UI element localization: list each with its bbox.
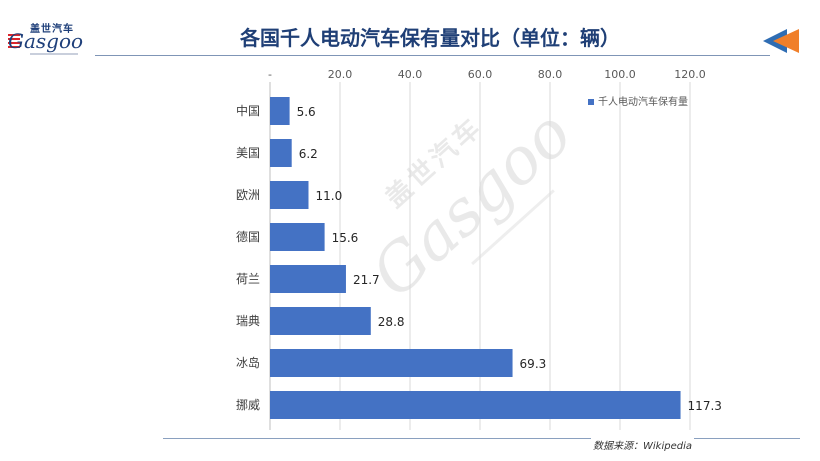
bar-value-label: 28.8 (378, 315, 405, 329)
x-tick-label: 40.0 (398, 68, 423, 81)
logo-tagline (30, 53, 78, 55)
x-tick-label: - (268, 68, 272, 81)
bar (270, 307, 371, 335)
y-category-label: 冰岛 (236, 355, 260, 370)
y-category-label: 中国 (236, 103, 260, 118)
title-divider (95, 55, 770, 56)
bar (270, 265, 346, 293)
slide-title: 各国千人电动汽车保有量对比（单位：辆） (240, 26, 620, 50)
bar (270, 181, 309, 209)
footer-divider (163, 438, 800, 439)
x-tick-label: 20.0 (328, 68, 353, 81)
bar-value-label: 6.2 (299, 147, 318, 161)
y-category-label: 欧洲 (236, 188, 260, 202)
bar-value-label: 21.7 (353, 273, 380, 287)
legend-label: 千人电动汽车保有量 (598, 97, 688, 108)
x-tick-label: 120.0 (674, 68, 706, 81)
bar-value-label: 69.3 (520, 357, 547, 371)
gasgoo-logo: 盖世汽车 Gasgoo (8, 20, 94, 60)
y-category-label: 美国 (236, 146, 260, 160)
bar-value-label: 11.0 (316, 189, 343, 203)
x-tick-label: 100.0 (604, 68, 636, 81)
x-tick-label: 80.0 (538, 68, 563, 81)
bar-value-label: 5.6 (297, 105, 316, 119)
bar (270, 349, 513, 377)
bar (270, 391, 681, 419)
logo-english-text: Gasgoo (8, 29, 84, 53)
x-tick-label: 60.0 (468, 68, 493, 81)
bar-value-label: 15.6 (332, 231, 359, 245)
bar (270, 139, 292, 167)
legend: 千人电动汽车保有量 (588, 93, 688, 108)
y-category-label: 挪威 (236, 398, 260, 412)
bar-value-label: 117.3 (688, 399, 722, 413)
data-source: 数据来源：Wikipedia (591, 437, 694, 452)
logo-chinese-text: 盖世汽车 (30, 24, 74, 35)
logo-stripes-icon (8, 34, 20, 48)
y-category-label: 荷兰 (236, 272, 260, 286)
bar (270, 223, 325, 251)
y-category-label: 德国 (236, 229, 260, 244)
legend-swatch (588, 99, 594, 105)
corner-arrow-icon (763, 29, 799, 53)
y-category-label: 瑞典 (236, 314, 260, 328)
bar (270, 97, 290, 125)
